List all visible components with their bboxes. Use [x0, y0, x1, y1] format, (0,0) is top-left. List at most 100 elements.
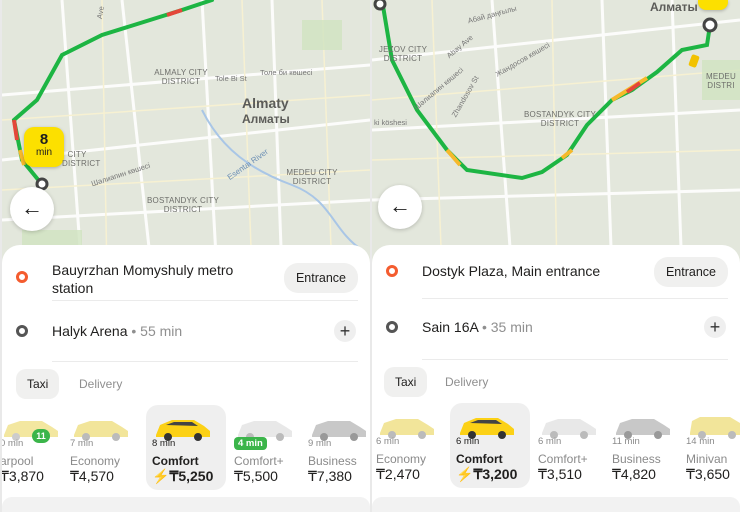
- destination-time: • 35 min: [481, 319, 533, 335]
- district-label: CITY DISTRICT: [62, 150, 101, 168]
- plus-icon: +: [709, 317, 721, 337]
- car-icon: [690, 417, 740, 439]
- arrow-left-icon: ←: [389, 193, 411, 218]
- tariff-price: ₸3,870: [2, 468, 44, 484]
- tariff-card-comfort-plus[interactable]: 6 min Comfort+ ₸3,510: [532, 403, 612, 488]
- tariff-eta: 11 min: [612, 436, 640, 447]
- order-sheet: Bauyrzhan Momyshuly metro station Entran…: [2, 245, 370, 512]
- order-sheet: Dostyk Plaza, Main entrance Entrance Sai…: [372, 245, 740, 512]
- origin-dot-icon: [386, 265, 398, 277]
- destination-name: Sain 16A: [422, 319, 479, 335]
- tariff-price: ₸5,250: [169, 468, 214, 484]
- district-label: BOSTANDYK CITY DISTRICT: [147, 196, 219, 214]
- car-icon: [238, 421, 292, 441]
- car-icon: [156, 420, 210, 441]
- tariff-price: ₸3,650: [686, 466, 730, 482]
- bottom-sheet-handle: [372, 497, 740, 512]
- tariff-eta: 7 min: [70, 438, 94, 449]
- tariff-card-economy[interactable]: 6 min Economy ₸2,470: [372, 403, 450, 488]
- tariff-card-economy[interactable]: 7 min Economy ₸4,570: [64, 405, 144, 490]
- tariff-card-carpool[interactable]: 0 min 11 arpool ₸3,870: [2, 405, 74, 490]
- route-to-row[interactable]: Halyk Arena • 55 min +: [2, 305, 370, 357]
- car-icon: [312, 421, 366, 441]
- tariff-price: ₸4,570: [70, 468, 114, 484]
- tariff-name: Comfort: [456, 452, 503, 466]
- map-view[interactable]: Алматы BOSTANDYK CITY DISTRICT MEDEU DIS…: [372, 0, 740, 275]
- tariff-card-comfort[interactable]: 6 min Comfort ⚡₸3,200: [450, 403, 530, 488]
- entrance-button[interactable]: Entrance: [653, 257, 728, 287]
- tariff-name: Business: [612, 452, 661, 466]
- tab-taxi[interactable]: Taxi: [384, 367, 428, 397]
- route-to-row[interactable]: Sain 16A • 35 min +: [372, 301, 740, 353]
- city-name-local: Алматы: [242, 112, 290, 126]
- tariff-price: ₸7,380: [308, 468, 352, 484]
- tab-delivery[interactable]: Delivery: [445, 375, 489, 389]
- back-button[interactable]: ←: [378, 185, 422, 229]
- destination-time: • 55 min: [131, 323, 183, 339]
- map-view[interactable]: 8 min ALMALY CITY DISTRICT MEDEU CITY DI…: [2, 0, 370, 275]
- right-screen: Алматы BOSTANDYK CITY DISTRICT MEDEU DIS…: [372, 0, 740, 512]
- tariff-price: ₸5,500: [234, 468, 278, 484]
- origin-address: Dostyk Plaza, Main entrance: [422, 263, 601, 279]
- tariff-card-minivan[interactable]: 14 min Minivan ₸3,650: [680, 403, 740, 488]
- tariff-eta: 8 min: [152, 438, 176, 449]
- left-screen: 8 min ALMALY CITY DISTRICT MEDEU CITY DI…: [2, 0, 370, 512]
- tariff-eta: 9 min: [308, 438, 332, 449]
- destination-name: Halyk Arena: [52, 323, 128, 339]
- district-label: MEDEU DISTRI: [706, 72, 736, 90]
- lightning-icon: ⚡: [152, 468, 170, 484]
- tariff-eta: 0 min: [2, 438, 24, 449]
- tariff-eta: 6 min: [376, 436, 400, 447]
- divider: [52, 361, 358, 362]
- eta-pin-number: 8: [39, 131, 49, 148]
- car-icon: [380, 419, 434, 439]
- route-from-row[interactable]: Dostyk Plaza, Main entrance Entrance: [372, 245, 740, 297]
- tab-taxi[interactable]: Taxi: [16, 369, 60, 399]
- tariff-price: ₸3,510: [538, 466, 582, 482]
- route-from-row[interactable]: Bauyrzhan Momyshuly metro station Entran…: [2, 251, 370, 303]
- add-stop-button[interactable]: +: [334, 320, 356, 342]
- tariff-eta: 6 min: [456, 436, 480, 447]
- origin-address: Bauyrzhan Momyshuly metro station: [52, 262, 234, 296]
- entrance-button[interactable]: Entrance: [283, 263, 358, 293]
- origin-dot-icon: [16, 271, 28, 283]
- tariff-name: Comfort: [152, 454, 199, 468]
- tariff-card-comfort-plus[interactable]: 4 min Comfort+ ₸5,500: [228, 405, 308, 490]
- district-label: ALMALY CITY DISTRICT: [154, 68, 208, 86]
- divider: [52, 300, 358, 301]
- tariff-eta: 14 min: [686, 436, 715, 447]
- people-badge: 11: [32, 429, 50, 443]
- add-stop-button[interactable]: +: [704, 316, 726, 338]
- tariff-name: Economy: [70, 454, 121, 468]
- destination-address: Sain 16A • 35 min: [422, 318, 533, 336]
- lightning-icon: ⚡: [456, 466, 474, 482]
- tariff-name: Comfort+: [538, 452, 588, 466]
- tariff-price-row: ⚡₸5,250: [152, 468, 213, 485]
- eta-pin: [698, 0, 728, 10]
- city-name: Almaty: [242, 95, 289, 111]
- tab-delivery[interactable]: Delivery: [79, 377, 123, 391]
- car-icon: [542, 419, 596, 439]
- tariff-eta-badge: 4 min: [234, 437, 267, 450]
- tariff-name: Comfort+: [234, 454, 284, 468]
- tariff-card-business[interactable]: 11 min Business ₸4,820: [606, 403, 686, 488]
- back-button[interactable]: ←: [10, 187, 54, 231]
- tariff-name: arpool: [2, 454, 34, 468]
- car-icon: [460, 418, 514, 439]
- street-label: Толе би көшесі: [260, 68, 313, 77]
- district-label: MEDEU CITY DISTRICT: [286, 168, 338, 186]
- car-icon: [616, 419, 670, 439]
- arrow-left-icon: ←: [21, 195, 43, 220]
- destination-dot-icon: [16, 325, 28, 337]
- map-canvas: [372, 0, 740, 275]
- plus-icon: +: [339, 321, 351, 341]
- car-icon: [74, 421, 128, 441]
- street-label: ki köshesi: [374, 118, 407, 127]
- tariff-card-business[interactable]: 9 min Business ₸7,380: [302, 405, 370, 490]
- divider: [422, 298, 728, 299]
- tariff-card-comfort[interactable]: 8 min Comfort ⚡₸5,250: [146, 405, 226, 490]
- city-name-local: Алматы: [650, 0, 698, 14]
- tariff-price-row: ⚡₸3,200: [456, 466, 517, 483]
- district-label: JEZOV CITY DISTRICT: [378, 45, 428, 63]
- eta-pin: 8 min: [24, 127, 64, 167]
